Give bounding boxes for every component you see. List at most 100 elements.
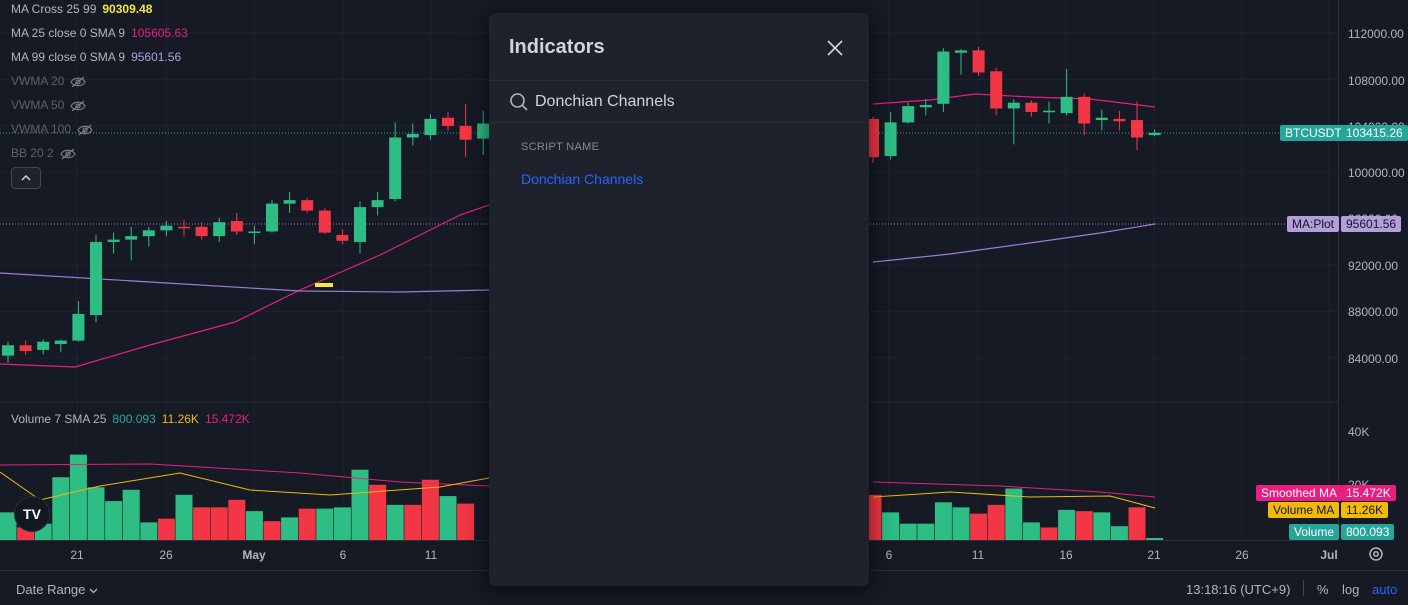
candle-body	[1078, 96, 1091, 124]
price-label: 108000.00	[1348, 74, 1405, 88]
volume-bar	[140, 522, 158, 540]
candle-body	[1060, 96, 1073, 114]
collapse-legend-button[interactable]	[11, 167, 41, 189]
time-label: 21	[1147, 548, 1161, 562]
volume-bar	[122, 489, 140, 540]
volume-bar	[69, 454, 87, 540]
indicator-result-item[interactable]: Donchian Channels	[521, 171, 644, 187]
volume-bar	[1093, 512, 1111, 540]
candle-body	[248, 231, 261, 233]
tradingview-logo[interactable]: TV	[14, 496, 50, 532]
legend-vwma100-label: VWMA 100	[11, 122, 72, 136]
volume-bar	[439, 496, 457, 540]
volume-tag: Volume	[1289, 524, 1340, 540]
legend-bb[interactable]: BB 20 2	[11, 146, 76, 160]
ma25-line	[0, 204, 490, 368]
volume-bar	[404, 504, 422, 540]
volume-bar	[351, 469, 369, 540]
volume-bar	[457, 503, 475, 540]
legend-vwma50[interactable]: VWMA 50	[11, 98, 87, 112]
volume-ma-line	[0, 471, 490, 501]
legend-ma25-label: MA 25 close 0 SMA 9	[11, 26, 126, 40]
candle-body	[1131, 120, 1143, 138]
volume-bars	[0, 454, 1164, 540]
candle-body	[354, 207, 366, 242]
candle-body	[937, 51, 950, 104]
volume-bar	[333, 507, 351, 540]
candle-body	[1007, 102, 1020, 109]
candle-body	[54, 340, 67, 345]
volume-ma-tag: Volume MA	[1268, 502, 1340, 518]
candles	[2, 46, 1161, 363]
volume-bar	[1058, 509, 1076, 540]
dialog-title: Indicators	[509, 36, 605, 58]
time-label: 16	[1059, 548, 1073, 562]
volume-bar	[0, 512, 17, 540]
volume-ma-lines	[0, 463, 1156, 509]
date-range-button[interactable]: Date Range	[16, 582, 98, 597]
legend-vwma20[interactable]: VWMA 20	[11, 74, 87, 88]
candle-body	[990, 71, 1003, 109]
indicator-search-input[interactable]	[535, 90, 835, 114]
candle-body	[406, 133, 419, 138]
settings-icon[interactable]	[1367, 545, 1385, 563]
candle-body	[2, 345, 14, 356]
volume-value-tag: 800.093	[1341, 524, 1395, 540]
candle-body	[37, 341, 50, 350]
time-label: May	[242, 548, 266, 562]
smoothed-ma-line	[0, 463, 490, 487]
volume-bar	[1110, 526, 1128, 540]
volume-ma-value-tag: 11.26K	[1341, 502, 1389, 518]
symbol-tag: BTCUSDT	[1280, 125, 1347, 141]
eye-off-icon[interactable]	[60, 148, 76, 160]
eye-off-icon[interactable]	[77, 124, 93, 136]
volume-bar	[316, 508, 334, 540]
legend-ma-cross[interactable]: MA Cross 25 99 90309.48	[11, 2, 152, 16]
chevron-up-icon	[21, 174, 31, 181]
candle-body	[389, 137, 402, 199]
volume-bar	[157, 518, 175, 540]
indicators-dialog: Indicators SCRIPT NAME Donchian Channels	[489, 13, 869, 586]
legend-volume[interactable]: Volume 7 SMA 25 800.093 11.26K 15.472K	[11, 412, 250, 426]
eye-off-icon[interactable]	[70, 100, 87, 112]
legend-bb-label: BB 20 2	[11, 146, 54, 160]
legend-vwma20-label: VWMA 20	[11, 74, 65, 88]
volume-bar	[52, 477, 70, 540]
volume-bar	[421, 479, 439, 540]
candle-body	[972, 50, 985, 73]
volume-bar	[1040, 527, 1058, 540]
candle-body	[1113, 118, 1126, 122]
volume-bar	[1128, 507, 1146, 540]
volume-bar	[175, 494, 193, 540]
price-label: 92000.00	[1348, 259, 1399, 273]
legend-ma99[interactable]: MA 99 close 0 SMA 9 95601.56	[11, 50, 181, 64]
volume-bar	[882, 512, 900, 540]
clock-timezone[interactable]: 13:18:16 (UTC+9)	[1186, 582, 1291, 597]
log-toggle[interactable]: log	[1342, 582, 1360, 597]
volume-bar	[917, 523, 935, 540]
search-icon	[510, 93, 528, 111]
ma25-line	[872, 93, 1156, 108]
volume-bar	[934, 502, 952, 540]
legend-vwma100[interactable]: VWMA 100	[11, 122, 93, 136]
eye-off-icon[interactable]	[70, 76, 87, 88]
volume-bar	[987, 504, 1005, 540]
price-label: 112000.00	[1348, 27, 1404, 41]
close-icon[interactable]	[823, 36, 847, 60]
auto-toggle[interactable]: auto	[1372, 582, 1398, 597]
legend-ma25[interactable]: MA 25 close 0 SMA 9 105605.63	[11, 26, 188, 40]
candle-body	[72, 313, 85, 341]
candle-body	[919, 104, 932, 108]
ma99-line	[872, 223, 1156, 263]
price-axis[interactable]	[1338, 0, 1408, 540]
legend-volume-label: Volume 7 SMA 25	[11, 412, 107, 426]
candle-body	[266, 203, 278, 232]
candle-body	[1148, 132, 1161, 136]
volume-bar	[245, 511, 263, 540]
ma-cross-marker	[315, 283, 333, 287]
percent-toggle[interactable]: %	[1317, 582, 1329, 597]
legend-ma99-value: 95601.56	[131, 50, 182, 64]
legend-ma-cross-value: 90309.48	[102, 2, 153, 16]
volume-bar	[1005, 488, 1023, 540]
